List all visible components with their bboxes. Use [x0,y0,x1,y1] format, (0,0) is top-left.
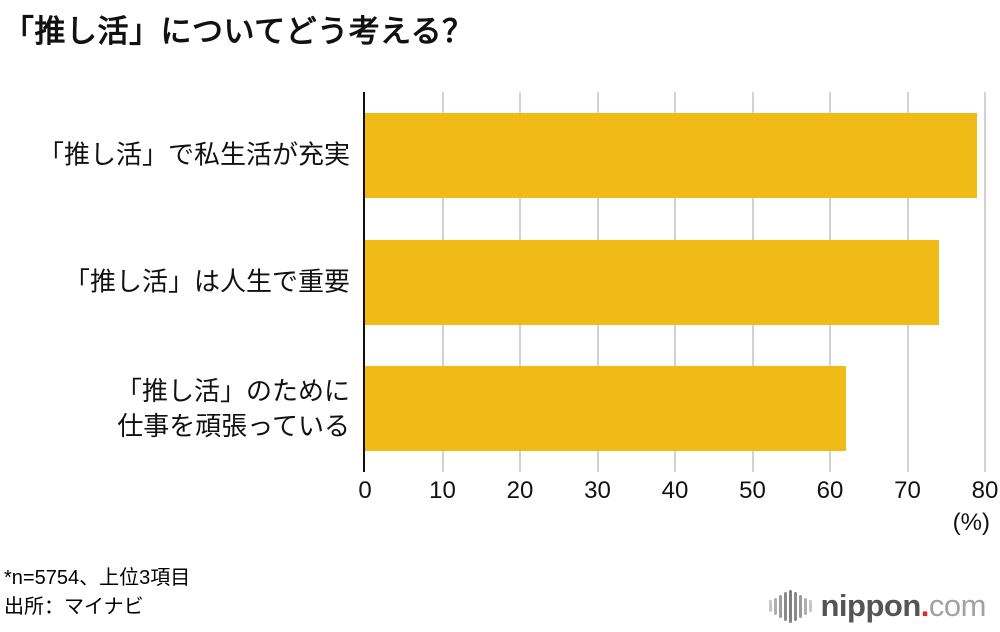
category-label-1: 「推し活」は人生で重要 [63,266,350,297]
x-tick-label-80: 80 [971,477,999,504]
gridline-80 [984,92,986,472]
x-tick-label-0: 0 [358,477,372,504]
logo-text-nippon: nippon [820,588,922,623]
logo-wordmark: nippon.com [821,588,987,624]
bar-row-0 [365,112,978,198]
x-tick-label-10: 10 [429,477,456,504]
footnote-sample-note: *n=5754、上位3項目 [4,567,191,589]
x-tick-label-60: 60 [816,477,844,504]
logo-dot: . [920,588,930,623]
bar-row-1 [365,239,939,325]
footnote: *n=5754、上位3項目 出所：マイナビ [4,564,190,622]
category-label-0: 「推し活」で私生活が充実 [37,139,350,170]
category-label-2: 「推し活」のために 仕事を頑張っている [115,375,350,441]
nippon-com-logo: nippon.com [768,586,987,626]
x-tick-label-20: 20 [506,477,534,504]
footnote-source: 出所：マイナビ [4,596,144,618]
bar-row-2 [365,366,846,452]
waveform-icon [768,588,812,624]
x-tick-label-40: 40 [661,477,689,504]
logo-text-com: com [928,588,987,623]
y-axis-line [363,92,365,472]
plot-area [363,92,986,472]
x-axis-unit-label: (%) [952,509,990,536]
x-tick-label-50: 50 [739,477,766,504]
x-tick-label-70: 70 [894,477,921,504]
chart-title: 「推し活」についてどう考える？ [3,14,474,49]
x-tick-label-30: 30 [584,477,611,504]
